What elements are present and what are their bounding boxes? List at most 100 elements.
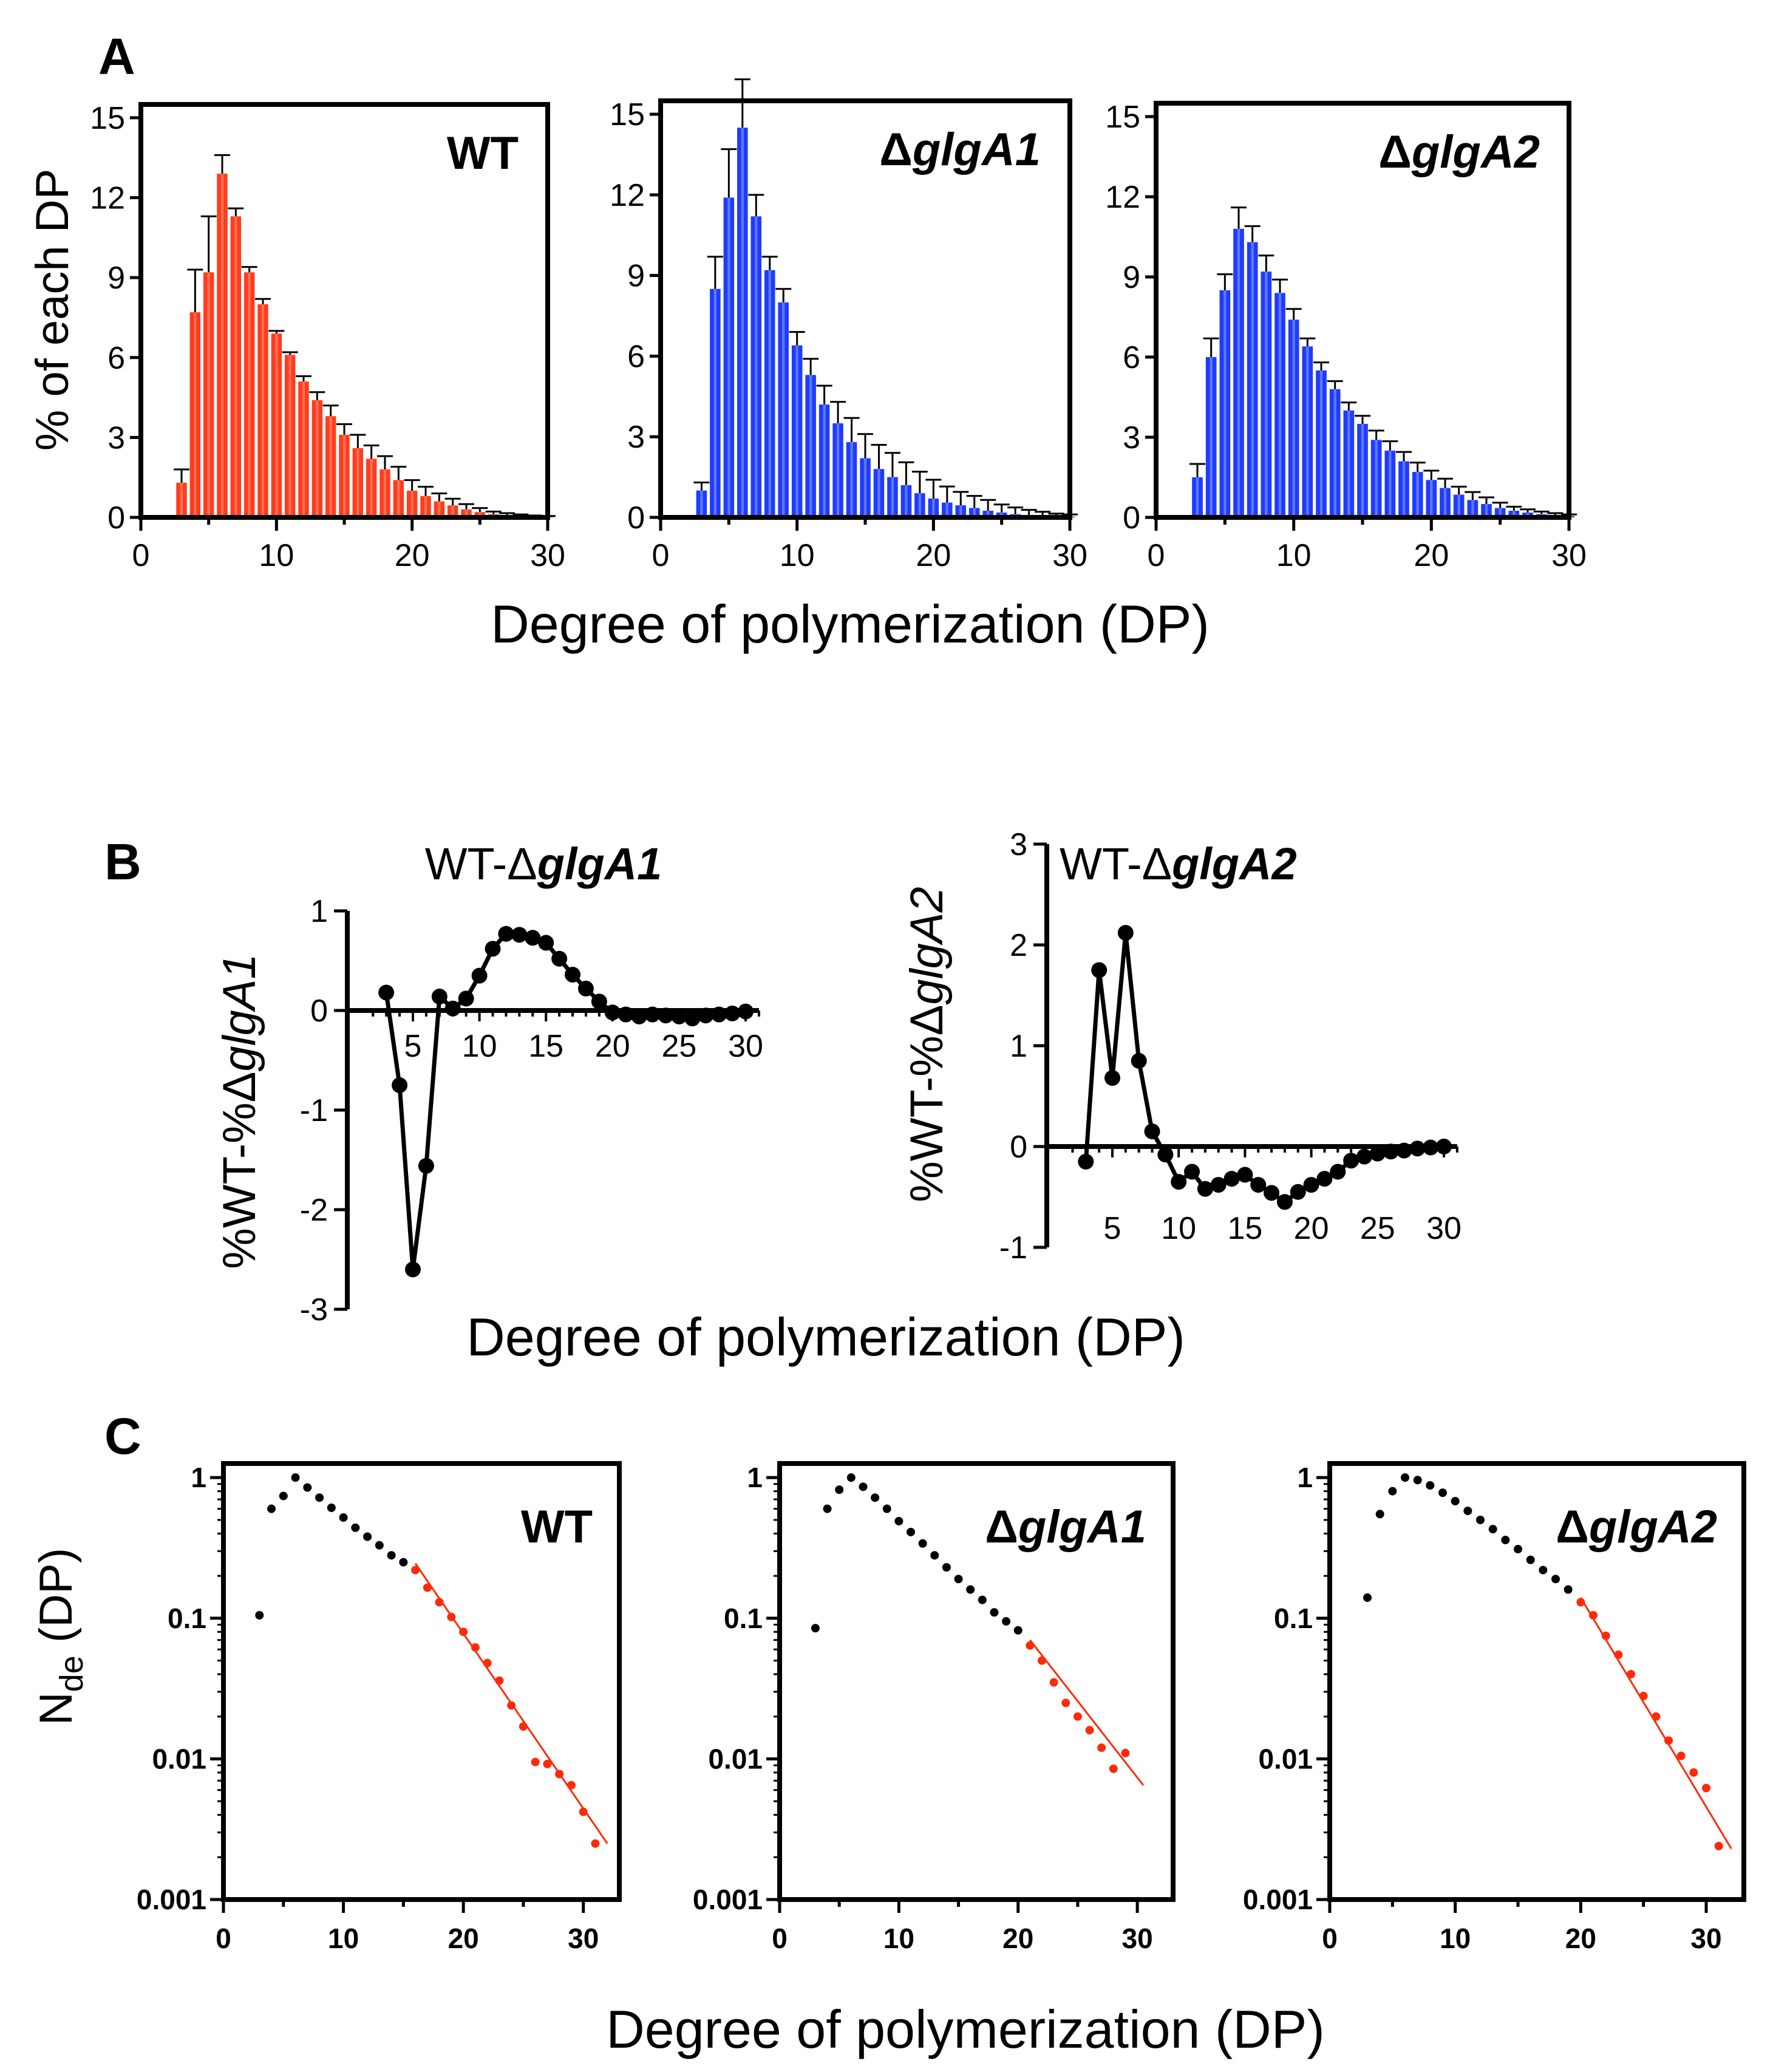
y-tick-label-0: 0 (310, 993, 328, 1029)
data-point-dp-13 (1210, 1177, 1227, 1193)
y-tick-label-0: 0 (627, 500, 645, 536)
bar-highlight-dp-8 (768, 270, 771, 517)
data-point-dp-13 (1488, 1525, 1497, 1534)
bar-highlight-dp-4 (713, 288, 716, 517)
bar-highlight-dp-18 (383, 469, 387, 517)
x-tick-label-20: 20 (1414, 538, 1449, 573)
chart-title-gene: glgA2 (1171, 839, 1297, 889)
data-point-dp-6 (1117, 925, 1134, 941)
x-tick-label-0: 0 (1322, 1923, 1338, 1954)
y-axis-label-gene: glgA2 (901, 887, 953, 1004)
data-point-dp-16 (551, 950, 568, 967)
data-point-dp-18 (1551, 1575, 1560, 1584)
y-tick-label-3: 3 (1123, 420, 1140, 455)
x-tick-label-25: 25 (1360, 1211, 1395, 1246)
chart-title-prefix: WT-Δ (425, 839, 537, 889)
bar-highlight-dp-13 (1333, 389, 1336, 517)
bar-highlight-dp-15 (342, 435, 346, 517)
bar-highlight-dp-9 (782, 302, 785, 517)
y-tick-label--3: -3 (300, 1292, 328, 1327)
data-point-dp-28 (1409, 1140, 1426, 1157)
bar-highlight-dp-7 (755, 216, 758, 517)
chart-title-prefix: WT-Δ (1060, 839, 1172, 889)
x-tick-label-15: 15 (1227, 1211, 1262, 1246)
data-point-dp-10 (471, 967, 488, 984)
x-tick-label-10: 10 (883, 1923, 914, 1954)
data-point-dp-5 (405, 1261, 421, 1278)
series-line (384, 932, 746, 1272)
data-point-dp-13 (511, 927, 528, 943)
fit-point-dp-21 (1589, 1610, 1598, 1620)
data-point-dp-18 (990, 1608, 999, 1617)
data-point-dp-22 (1330, 1164, 1346, 1180)
bar-highlight-dp-6 (220, 174, 224, 517)
bar-highlight-dp-16 (877, 469, 880, 517)
fit-point-dp-31 (591, 1839, 600, 1848)
data-point-dp-9 (1438, 1488, 1447, 1498)
y-tick-label-15: 15 (610, 97, 645, 132)
data-point-dp-6 (291, 1473, 300, 1482)
x-tick-label-10: 10 (259, 538, 294, 573)
bar-highlight-dp-9 (1278, 293, 1282, 517)
bar-highlight-dp-10 (1292, 319, 1295, 517)
series-label: ΔglgA2 (1556, 1501, 1717, 1553)
series-label: ΔglgA2 (1378, 126, 1540, 178)
data-point-dp-11 (351, 1523, 360, 1532)
data-point-dp-14 (942, 1563, 951, 1572)
data-point-dp-26 (1383, 1143, 1399, 1160)
data-point-dp-12 (918, 1539, 927, 1548)
data-point-dp-6 (1401, 1473, 1409, 1482)
y-tick-label-1: 1 (1297, 1462, 1313, 1493)
y-tick-label-6: 6 (627, 339, 645, 374)
fit-point-dp-26 (1085, 1726, 1094, 1735)
data-point-dp-7 (431, 989, 447, 1005)
data-point-dp-11 (485, 941, 501, 957)
x-tick-label-10: 10 (780, 538, 815, 573)
data-point-dp-20 (1303, 1177, 1319, 1193)
bar-highlight-dp-19 (1416, 472, 1419, 517)
series-label: ΔglgA1 (879, 124, 1041, 176)
y-tick-label-6: 6 (107, 341, 125, 376)
x-tick-label-5: 5 (404, 1029, 422, 1064)
y-tick-label-0.1: 0.1 (1274, 1603, 1313, 1634)
bar-highlight-dp-21 (945, 502, 948, 517)
data-point-dp-15 (538, 935, 554, 951)
fit-point-dp-30 (579, 1807, 588, 1816)
bar-highlight-dp-23 (451, 505, 454, 517)
y-tick-label-15: 15 (90, 101, 125, 136)
bar-highlight-dp-26 (1513, 511, 1516, 517)
data-point-dp-16 (1526, 1555, 1535, 1564)
data-point-dp-7 (859, 1482, 868, 1491)
x-tick-label-30: 30 (1426, 1211, 1462, 1246)
data-point-dp-17 (978, 1595, 987, 1604)
data-point-dp-3 (811, 1624, 820, 1633)
log-chart-glga1: 1 0.1 0.01 0.001 0 10 20 30 ΔglgA1 (693, 1461, 1176, 1954)
x-tick-label-30: 30 (568, 1923, 599, 1954)
x-tick-label-30: 30 (1122, 1923, 1153, 1954)
bar-highlight-dp-19 (397, 480, 400, 517)
fit-point-dp-27 (1097, 1743, 1106, 1753)
data-point-dp-13 (930, 1551, 939, 1560)
y-axis-label: %WT-%ΔglgA2 (901, 887, 953, 1202)
y-tick-label-0.01: 0.01 (152, 1743, 206, 1774)
panel-a-ylabel: % of each DP (27, 169, 78, 451)
data-point-dp-26 (684, 1010, 701, 1027)
x-tick-label-20: 20 (1294, 1211, 1329, 1246)
data-point-dp-3 (255, 1610, 264, 1620)
x-tick-label-20: 20 (916, 538, 951, 573)
x-tick-label-20: 20 (595, 1029, 630, 1064)
data-point-dp-15 (1514, 1544, 1522, 1553)
bar-highlight-dp-25 (478, 512, 482, 517)
fit-point-dp-28 (1109, 1764, 1118, 1773)
y-tick-label--2: -2 (300, 1193, 328, 1228)
y-tick-label-0.001: 0.001 (693, 1884, 763, 1915)
x-tick-label-0: 0 (1148, 538, 1165, 573)
plot-frame (1327, 1461, 1746, 1902)
y-axis-label-prefix: %WT-%Δ (214, 1072, 265, 1269)
x-tick-label-25: 25 (661, 1029, 696, 1064)
data-point-dp-4 (1091, 962, 1108, 978)
x-tick-label-5: 5 (1104, 1211, 1121, 1246)
bar-highlight-dp-13 (836, 423, 840, 517)
